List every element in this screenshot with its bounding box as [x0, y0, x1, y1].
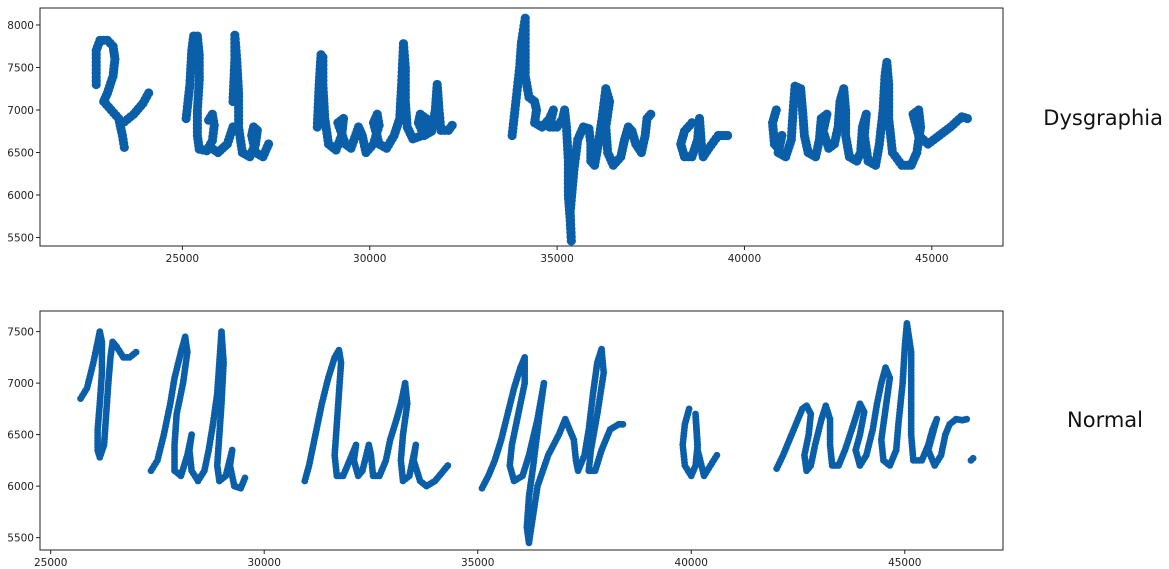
normal-point	[713, 451, 721, 459]
dysgraphia-plot: 25000 30000 35000 40000 45000 5500 6000 6500 700…	[7, 7, 1004, 265]
dysgraphia-point	[447, 120, 457, 130]
dysgraphia-y-tick-label: 8000	[7, 20, 34, 32]
normal-point	[241, 474, 249, 482]
dysgraphia-y-tick-label: 7000	[7, 105, 34, 117]
normal-point	[619, 420, 627, 428]
dysgraphia-point	[962, 113, 973, 124]
normal-x-tick-label: 30000	[247, 557, 280, 569]
dysgraphia-point	[204, 115, 214, 125]
dysgraphia-y-tick-label: 5500	[7, 233, 34, 245]
normal-point	[444, 462, 452, 469]
normal-x-tick-label: 45000	[888, 557, 921, 569]
dysgraphia-y-tick-label: 6500	[7, 148, 34, 160]
normal-plot: 25000 30000 35000 40000 45000 5500 6000 6500 700…	[7, 310, 1004, 569]
normal-x-tick-label: 35000	[461, 557, 494, 569]
dysgraphia-plot-frame	[39, 7, 1004, 247]
normal-label: Normal	[1067, 408, 1143, 432]
dysgraphia-label: Dysgraphia	[1043, 106, 1163, 130]
dysgraphia-point	[722, 130, 733, 141]
normal-point	[963, 415, 971, 423]
normal-y-tick-label: 6500	[7, 430, 34, 442]
dysgraphia-x-tick-label: 25000	[166, 253, 199, 265]
normal-y-tick-label: 7000	[7, 378, 34, 390]
normal-plot-frame	[39, 310, 1004, 551]
dysgraphia-point	[119, 142, 129, 152]
normal-x-tick-label: 40000	[675, 557, 708, 569]
normal-points	[77, 319, 977, 547]
dysgraphia-x-tick-label: 40000	[728, 253, 761, 265]
dysgraphia-point	[646, 109, 656, 119]
normal-y-tick-label: 5500	[7, 533, 34, 545]
normal-y-tick-label: 7500	[7, 327, 34, 339]
normal-point	[969, 454, 977, 462]
dysgraphia-point	[263, 139, 274, 149]
normal-point	[132, 348, 140, 356]
dysgraphia-y-tick-label: 7500	[7, 63, 34, 75]
normal-x-tick-label: 25000	[34, 557, 67, 569]
dysgraphia-points	[91, 13, 973, 246]
dysgraphia-x-tick-label: 30000	[353, 253, 386, 265]
dysgraphia-x-tick-label: 45000	[915, 253, 948, 265]
dysgraphia-point	[144, 88, 154, 98]
dysgraphia-y-tick-label: 6000	[7, 190, 34, 202]
normal-y-tick-label: 6000	[7, 481, 34, 493]
dysgraphia-x-tick-label: 35000	[540, 253, 573, 265]
